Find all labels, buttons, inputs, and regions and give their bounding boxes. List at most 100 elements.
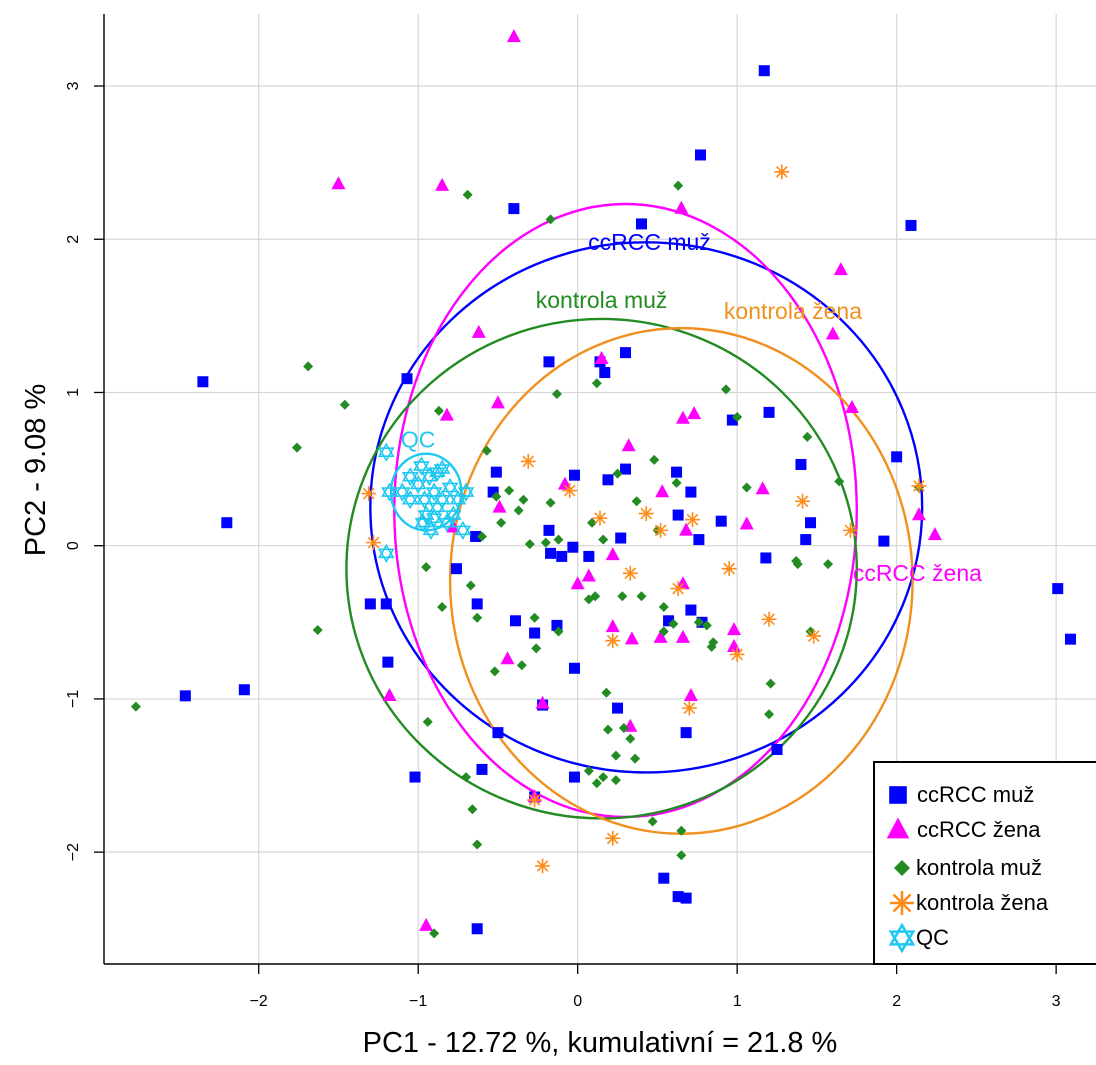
x-tick-label-0: −2 bbox=[250, 993, 268, 1010]
point-kontrola-muž-69 bbox=[130, 701, 141, 712]
point-ccrcc-muž-63 bbox=[672, 891, 684, 903]
point-qc-17 bbox=[454, 520, 472, 540]
point-kontrola-muž-46 bbox=[590, 591, 601, 602]
legend-marker-kontrola-muž bbox=[894, 860, 910, 876]
point-ccrcc-muž-61 bbox=[568, 771, 580, 783]
point-ccrcc-žena-39 bbox=[581, 568, 596, 582]
point-kontrola-muž-5 bbox=[291, 442, 302, 453]
point-kontrola-muž-51 bbox=[668, 618, 679, 629]
point-kontrola-muž-64 bbox=[583, 765, 594, 776]
point-ccrcc-žena-9 bbox=[687, 406, 702, 420]
point-kontrola-žena-7 bbox=[653, 522, 669, 538]
point-ccrcc-muž-40 bbox=[529, 627, 541, 639]
point-ccrcc-muž-9 bbox=[599, 367, 611, 379]
y-tick-label-4: 2 bbox=[65, 235, 82, 244]
point-qc-6 bbox=[425, 482, 443, 502]
legend-marker-ccrcc-žena bbox=[886, 817, 910, 839]
point-kontrola-muž-8 bbox=[504, 485, 515, 496]
point-qc-10 bbox=[401, 490, 419, 510]
point-kontrola-muž-15 bbox=[587, 517, 598, 528]
point-ccrcc-muž-27 bbox=[490, 466, 502, 478]
point-kontrola-muž-16 bbox=[598, 534, 609, 545]
point-ccrcc-muž-5 bbox=[197, 376, 209, 388]
point-ccrcc-muž-16 bbox=[800, 534, 812, 546]
point-kontrola-muž-18 bbox=[491, 491, 502, 502]
point-kontrola-muž-59 bbox=[602, 724, 613, 735]
point-kontrola-žena-18 bbox=[605, 633, 621, 649]
point-ccrcc-muž-7 bbox=[221, 517, 233, 529]
point-kontrola-muž-27 bbox=[732, 411, 743, 422]
point-ccrcc-žena-23 bbox=[605, 547, 620, 561]
point-ccrcc-muž-28 bbox=[487, 486, 499, 498]
point-qc-1 bbox=[381, 482, 398, 502]
point-kontrola-muž-41 bbox=[472, 612, 483, 623]
point-kontrola-žena-21 bbox=[535, 858, 551, 874]
point-kontrola-žena-17 bbox=[729, 646, 745, 662]
x-tick-label-1: −1 bbox=[409, 993, 427, 1010]
ellipse-label-3: ccRCC žena bbox=[853, 560, 982, 586]
x-tick-label-2: 0 bbox=[573, 993, 582, 1010]
point-kontrola-muž-10 bbox=[545, 497, 556, 508]
point-ccrcc-muž-39 bbox=[509, 615, 521, 627]
point-qc-18 bbox=[438, 513, 456, 533]
point-kontrola-žena-0 bbox=[774, 164, 790, 180]
legend-label-ccrcc-žena: ccRCC žena bbox=[917, 817, 1041, 842]
point-ccrcc-žena-24 bbox=[675, 576, 690, 590]
point-ccrcc-žena-13 bbox=[439, 407, 454, 421]
point-ccrcc-žena-7 bbox=[594, 350, 609, 364]
x-tick-label-5: 3 bbox=[1052, 993, 1061, 1010]
point-qc-0 bbox=[377, 442, 395, 462]
ellipse-label-1: kontrola muž bbox=[536, 287, 668, 313]
ellipse-label-0: ccRCC muž bbox=[588, 229, 711, 255]
point-ccrcc-žena-1 bbox=[331, 176, 346, 190]
point-ccrcc-žena-22 bbox=[679, 522, 694, 536]
point-qc-20 bbox=[429, 462, 446, 482]
point-kontrola-muž-44 bbox=[553, 626, 564, 637]
point-ccrcc-žena-2 bbox=[435, 177, 450, 191]
y-tick-label-2: 0 bbox=[65, 541, 82, 550]
point-ccrcc-muž-53 bbox=[492, 727, 504, 739]
legend-marker-qc bbox=[888, 922, 916, 954]
point-kontrola-muž-28 bbox=[802, 431, 813, 442]
point-kontrola-muž-12 bbox=[496, 517, 507, 528]
point-qc-11 bbox=[393, 482, 411, 502]
point-ccrcc-muž-3 bbox=[635, 218, 647, 230]
point-ccrcc-žena-32 bbox=[500, 651, 515, 665]
point-ccrcc-muž-21 bbox=[672, 509, 684, 521]
x-tick-label-3: 1 bbox=[733, 993, 742, 1010]
point-ccrcc-muž-17 bbox=[878, 535, 890, 547]
point-ccrcc-muž-12 bbox=[726, 414, 738, 426]
point-ccrcc-muž-22 bbox=[715, 515, 727, 527]
point-kontrola-muž-72 bbox=[467, 804, 478, 815]
point-kontrola-muž-6 bbox=[433, 405, 444, 416]
confidence-ellipses bbox=[345, 202, 924, 835]
point-kontrola-muž-31 bbox=[741, 482, 752, 493]
point-kontrola-muž-66 bbox=[610, 775, 621, 786]
point-kontrola-muž-43 bbox=[531, 643, 542, 654]
point-kontrola-muž-73 bbox=[676, 825, 687, 836]
point-kontrola-muž-24 bbox=[591, 378, 602, 389]
point-ccrcc-žena-34 bbox=[683, 688, 698, 702]
point-qc-23 bbox=[433, 490, 451, 510]
point-qc-12 bbox=[414, 513, 432, 533]
point-ccrcc-muž-20 bbox=[685, 486, 697, 498]
point-kontrola-žena-20 bbox=[527, 792, 543, 808]
point-ccrcc-žena-6 bbox=[471, 324, 486, 338]
point-ccrcc-muž-46 bbox=[685, 604, 697, 616]
x-axis-title: PC1 - 12.72 %, kumulativní = 21.8 % bbox=[363, 1027, 838, 1059]
point-ccrcc-muž-1 bbox=[694, 149, 706, 161]
point-qc-5 bbox=[421, 467, 438, 487]
point-kontrola-muž-13 bbox=[524, 539, 535, 550]
point-ccrcc-muž-44 bbox=[583, 550, 595, 562]
point-kontrola-muž-50 bbox=[658, 626, 669, 637]
point-ccrcc-žena-3 bbox=[674, 200, 689, 214]
point-ccrcc-muž-51 bbox=[179, 690, 191, 702]
point-kontrola-muž-37 bbox=[764, 709, 775, 720]
point-qc-2 bbox=[377, 543, 395, 563]
point-ccrcc-muž-32 bbox=[470, 531, 482, 542]
point-ccrcc-muž-45 bbox=[663, 615, 675, 627]
point-ccrcc-muž-8 bbox=[543, 356, 555, 368]
point-ccrcc-muž-2 bbox=[905, 219, 917, 231]
point-kontrola-muž-52 bbox=[693, 617, 704, 628]
point-ccrcc-muž-0 bbox=[758, 65, 770, 77]
